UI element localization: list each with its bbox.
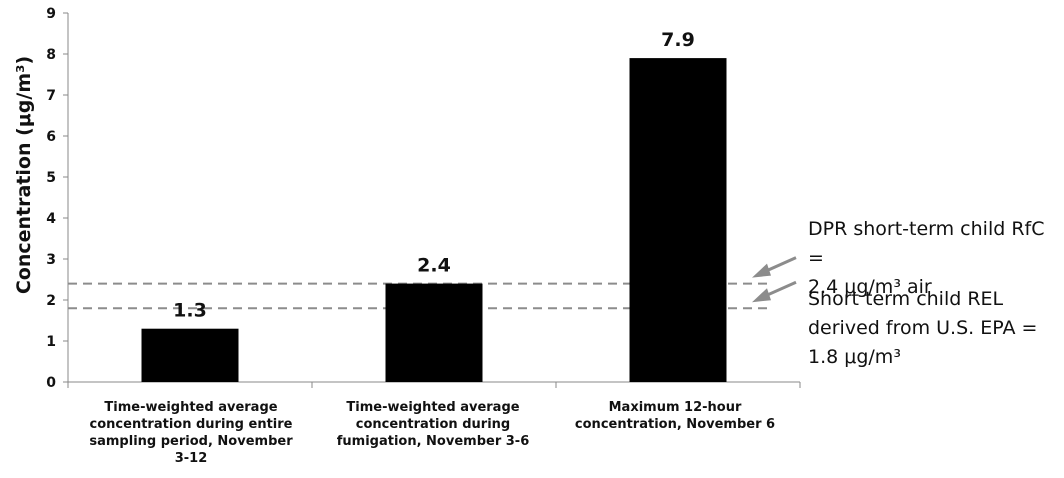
y-tick-label: 0 — [46, 375, 56, 391]
y-axis-label: Concentration (μg/m³) — [13, 56, 35, 294]
category-label: Time-weighted average concentration duri… — [336, 400, 530, 449]
bar — [629, 58, 727, 382]
y-tick-label: 3 — [46, 252, 56, 268]
bar — [141, 328, 239, 382]
reference-line-annotation-rfc: DPR short-term child RfC = 2.4 μg/m³ air — [808, 218, 1045, 298]
y-tick-label: 2 — [46, 293, 56, 309]
y-tick-label: 4 — [46, 211, 56, 227]
annotation-arrowhead — [752, 288, 771, 303]
category-label: Maximum 12-hour concentration, November … — [574, 400, 776, 432]
bar — [385, 283, 483, 382]
category-label: Time-weighted average concentration duri… — [89, 400, 293, 466]
y-tick-label: 6 — [46, 129, 56, 145]
data-label: 1.3 — [173, 300, 207, 322]
reference-line-annotation-rel: Short term child REL derived from U.S. E… — [808, 288, 1038, 368]
annotation-arrowhead — [752, 263, 771, 278]
data-label: 7.9 — [661, 29, 695, 51]
data-label: 2.4 — [417, 255, 451, 277]
y-tick-label: 8 — [46, 47, 56, 63]
y-tick-label: 9 — [46, 6, 56, 22]
y-tick-label: 7 — [46, 88, 56, 104]
y-tick-label: 5 — [46, 170, 56, 186]
y-tick-label: 1 — [46, 334, 56, 350]
